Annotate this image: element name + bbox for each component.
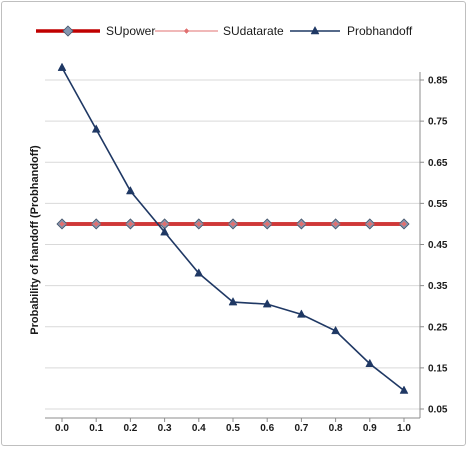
legend-label-probhandoff: Probhandoff	[347, 24, 413, 38]
probhandoff-point	[194, 268, 204, 277]
ticks: 0.05 0.15 0.25 0.35 0.45 0.55 0.65 0.75 0.85 0.0 0…	[55, 76, 448, 435]
legend-entry-sudatarate: SUdatarate	[155, 24, 284, 38]
y-tick-label: 0.25	[428, 322, 448, 333]
x-tick-label: 0.6	[260, 423, 274, 434]
sudatarate-point	[93, 221, 100, 227]
sudatarate-point	[332, 221, 339, 227]
x-tick-label: 0.5	[226, 423, 240, 434]
x-tick-label: 0.7	[294, 423, 308, 434]
sudatarate-point	[59, 221, 65, 227]
probhandoff-point	[91, 124, 101, 133]
y-tick-label: 0.15	[428, 363, 448, 374]
sudatarate-point	[161, 221, 168, 227]
probhandoff-point	[331, 325, 341, 335]
y-axis-title: Probability of handoff (Probhandoff)	[29, 145, 41, 335]
y-tick-label: 0.55	[428, 199, 448, 210]
y-tick-label: 0.75	[428, 117, 448, 128]
probhandoff-point	[399, 385, 409, 394]
probhandoff-point	[160, 227, 170, 236]
probhandoff-point	[125, 186, 135, 195]
sudatarate-point	[298, 221, 305, 227]
series	[56, 62, 410, 394]
x-tick-label: 0.1	[89, 423, 103, 434]
legend-label-sudatarate: SUdatarate	[223, 24, 284, 38]
sudatarate-point	[195, 221, 202, 227]
legend-supower-point	[62, 25, 74, 37]
y-tick-label: 0.05	[428, 405, 448, 416]
x-tick-label: 0.8	[329, 423, 343, 434]
sudatarate-point	[230, 221, 236, 227]
probhandoff-point	[365, 358, 375, 368]
y-tick-label: 0.45	[428, 240, 448, 251]
legend-sudatarate-point	[183, 28, 190, 34]
x-tick-label: 0.0	[55, 423, 69, 434]
x-tick-label: 0.2	[123, 423, 137, 434]
legend-entry-supower: SUpower	[36, 24, 155, 38]
probhandoff-point	[296, 309, 306, 318]
legend-probhandoff-point	[310, 25, 320, 35]
y-tick-label: 0.35	[428, 281, 448, 292]
series-sudatarate	[59, 221, 407, 227]
x-tick-label: 0.4	[192, 423, 206, 434]
probhandoff-point	[57, 62, 67, 71]
legend-label-supower: SUpower	[106, 24, 155, 38]
probhandoff-point	[262, 299, 272, 308]
gridlines	[45, 79, 420, 410]
x-tick-label: 1.0	[397, 423, 411, 434]
x-tick-label: 0.9	[363, 423, 377, 434]
y-tick-label: 0.65	[428, 158, 448, 169]
probhandoff-point	[228, 297, 238, 306]
legend: SUpower SUdatarate Probhandoff	[36, 24, 413, 38]
sudatarate-point	[264, 221, 271, 227]
sudatarate-point	[366, 221, 373, 227]
sudatarate-point	[401, 221, 407, 227]
series-probhandoff	[57, 62, 409, 394]
legend-entry-probhandoff: Probhandoff	[290, 24, 413, 38]
sudatarate-point	[127, 221, 134, 227]
y-tick-label: 0.85	[428, 76, 448, 87]
x-tick-label: 0.3	[158, 423, 172, 434]
